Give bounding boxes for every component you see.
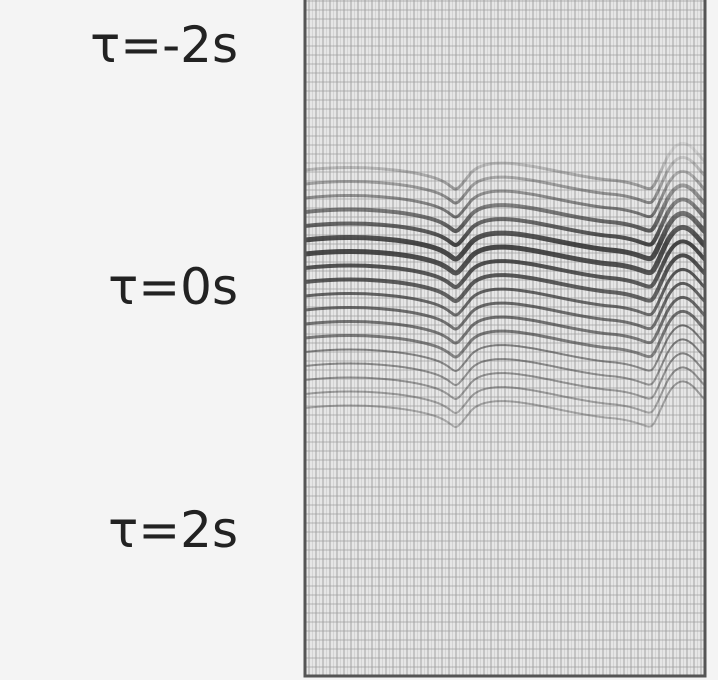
figure: {"labels": ["τ=-2s", "τ=0s", "τ=2s"]} τ=… [0,0,718,680]
seismic-panel [0,0,718,680]
faint-reflections [305,0,705,676]
panel-content [305,0,710,676]
